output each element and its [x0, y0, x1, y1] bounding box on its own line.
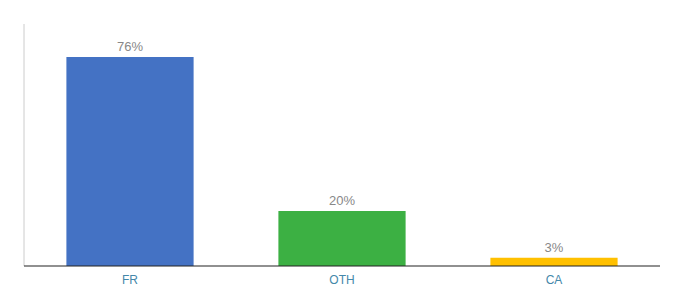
bar	[490, 258, 617, 266]
y-axis-line	[24, 24, 25, 266]
data-label: 76%	[117, 39, 143, 54]
data-label: 20%	[329, 193, 355, 208]
x-axis-line	[24, 265, 660, 266]
bars	[66, 57, 617, 266]
bar	[66, 57, 193, 266]
x-tick-label: CA	[546, 273, 563, 287]
x-tick-label: FR	[122, 273, 138, 287]
data-label: 3%	[545, 240, 564, 255]
chart: FR OTH CA 76% 20% 3%	[0, 0, 680, 300]
x-tick-label: OTH	[329, 273, 354, 287]
bar	[278, 211, 405, 266]
chart-container: FR OTH CA 76% 20% 3%	[0, 0, 680, 300]
